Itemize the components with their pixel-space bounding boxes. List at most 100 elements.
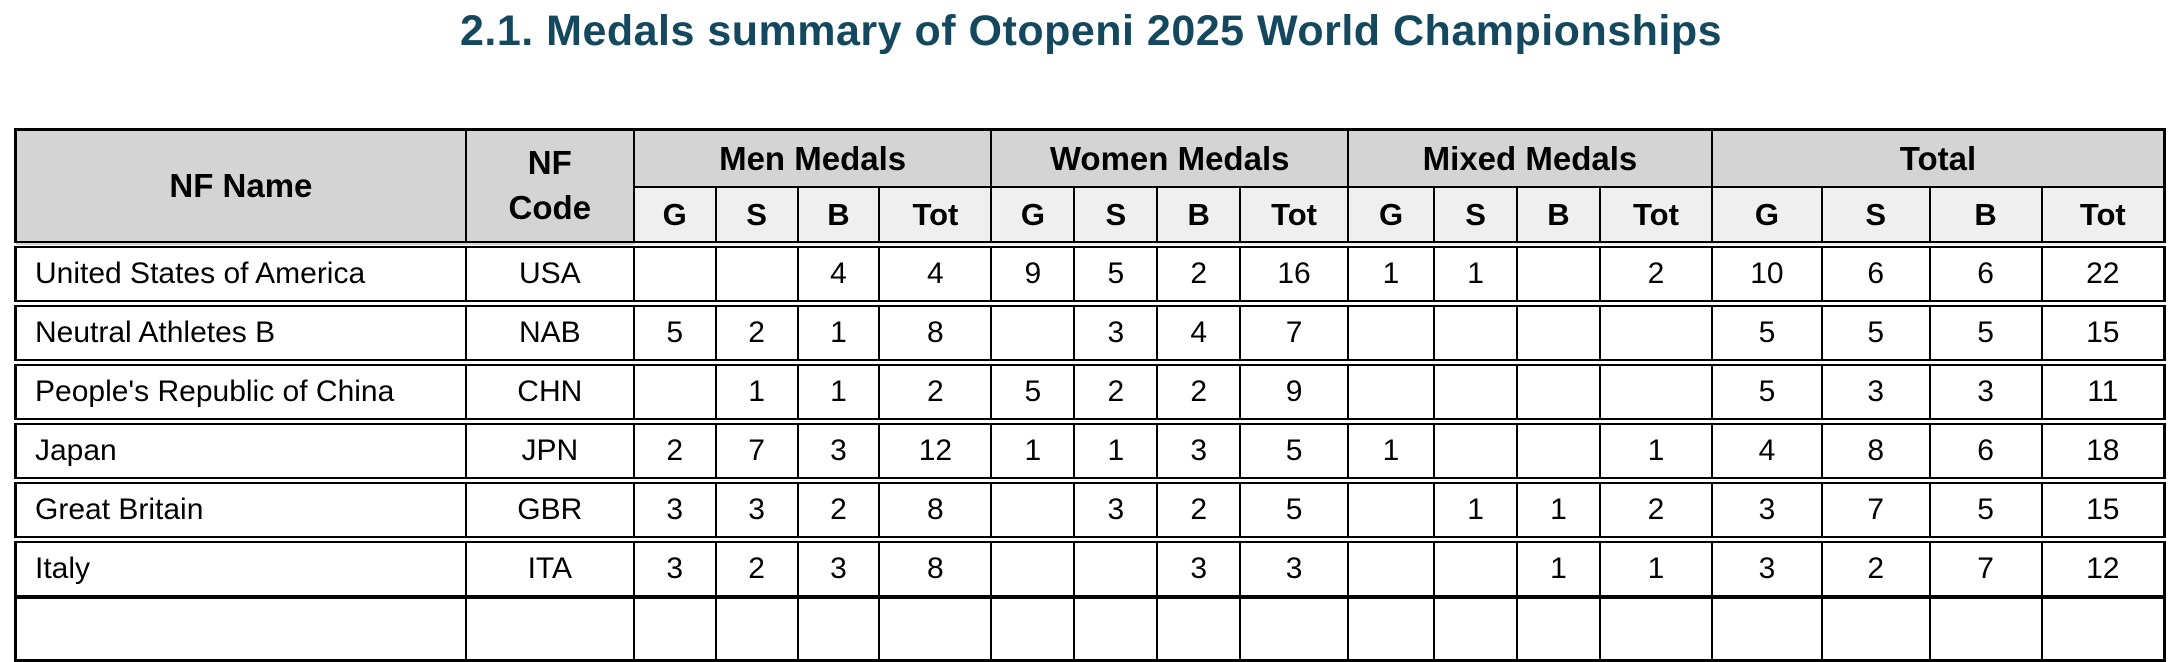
cell-women-g — [990, 536, 1076, 598]
table-body: United States of America USA 4 4 9 5 2 16 1 1 2 10 6… — [14, 241, 2166, 662]
subcol-header-women-tot: Tot — [1239, 186, 1349, 246]
cell-total-g: 3 — [1710, 536, 1823, 598]
cell-total-g: 3 — [1710, 477, 1823, 541]
cell-total-s: 6 — [1820, 241, 1931, 305]
cell-women-s: 3 — [1073, 477, 1159, 541]
cell-women-s — [1073, 536, 1159, 598]
cell-mixed-g: 1 — [1346, 418, 1436, 482]
cell-men-b: 2 — [796, 477, 881, 541]
subcol-header-total-b: B — [1928, 186, 2043, 246]
cell-total-s: 8 — [1820, 418, 1931, 482]
cell-men-g: 3 — [632, 536, 717, 598]
cell-empty — [14, 595, 467, 662]
cell-mixed-b: 1 — [1516, 477, 1601, 541]
cell-nf-name: United States of America — [14, 241, 467, 305]
cell-empty — [2040, 595, 2166, 662]
cell-mixed-tot — [1598, 300, 1713, 364]
cell-empty — [990, 595, 1076, 662]
table-header: NF Name NF Code Men Medals Women Medals … — [14, 128, 2166, 246]
cell-men-tot: 4 — [878, 241, 993, 305]
cell-total-tot: 15 — [2040, 300, 2166, 364]
cell-men-g — [632, 359, 717, 423]
subcol-header-men-b: B — [796, 186, 881, 246]
cell-women-tot: 9 — [1239, 359, 1349, 423]
table-row: Great Britain GBR 3 3 2 8 3 2 5 1 1 2 3 7 5 15 — [14, 477, 2166, 541]
cell-mixed-tot: 1 — [1598, 536, 1713, 598]
subcol-header-total-tot: Tot — [2040, 186, 2166, 246]
subcol-header-men-tot: Tot — [878, 186, 993, 246]
cell-total-tot: 15 — [2040, 477, 2166, 541]
subcol-header-mixed-b: B — [1516, 186, 1601, 246]
cell-empty — [714, 595, 799, 662]
cell-nf-name: Neutral Athletes B — [14, 300, 467, 364]
cell-total-b: 6 — [1928, 418, 2043, 482]
cell-empty — [1433, 595, 1519, 662]
cell-women-tot: 16 — [1239, 241, 1349, 305]
cell-women-s: 1 — [1073, 418, 1159, 482]
cell-empty — [878, 595, 993, 662]
cell-women-s: 2 — [1073, 359, 1159, 423]
cell-nf-code: NAB — [464, 300, 635, 364]
table-row: Neutral Athletes B NAB 5 2 1 8 3 4 7 5 5 5 15 — [14, 300, 2166, 364]
cell-empty — [632, 595, 717, 662]
cell-nf-code: JPN — [464, 418, 635, 482]
group-header-mixed-medals: Mixed Medals — [1346, 128, 1713, 188]
cell-men-s — [714, 241, 799, 305]
table-row-partial — [14, 595, 2166, 662]
subcol-header-women-b: B — [1156, 186, 1242, 246]
cell-nf-code: USA — [464, 241, 635, 305]
cell-men-g: 5 — [632, 300, 717, 364]
cell-mixed-s: 1 — [1433, 241, 1519, 305]
cell-empty — [1820, 595, 1931, 662]
cell-women-b: 3 — [1156, 418, 1242, 482]
cell-men-tot: 12 — [878, 418, 993, 482]
cell-men-g — [632, 241, 717, 305]
cell-nf-name: People's Republic of China — [14, 359, 467, 423]
cell-empty — [1156, 595, 1242, 662]
cell-mixed-s — [1433, 536, 1519, 598]
cell-women-b: 2 — [1156, 241, 1242, 305]
cell-women-g: 5 — [990, 359, 1076, 423]
cell-mixed-b — [1516, 241, 1601, 305]
medals-summary-table: NF Name NF Code Men Medals Women Medals … — [14, 128, 2166, 662]
cell-women-g — [990, 477, 1076, 541]
cell-nf-code: CHN — [464, 359, 635, 423]
cell-total-b: 3 — [1928, 359, 2043, 423]
cell-nf-name: Japan — [14, 418, 467, 482]
subcol-header-men-s: S — [714, 186, 799, 246]
table-row: People's Republic of China CHN 1 1 2 5 2 2 9 5 3 3 1… — [14, 359, 2166, 423]
cell-mixed-b — [1516, 359, 1601, 423]
cell-men-tot: 2 — [878, 359, 993, 423]
cell-empty — [1928, 595, 2043, 662]
col-header-nf-code-label: NF Code — [508, 144, 592, 226]
cell-total-b: 5 — [1928, 477, 2043, 541]
cell-women-b: 4 — [1156, 300, 1242, 364]
subcol-header-women-g: G — [990, 186, 1076, 246]
cell-nf-code: ITA — [464, 536, 635, 598]
subcol-header-mixed-s: S — [1433, 186, 1519, 246]
cell-empty — [1239, 595, 1349, 662]
cell-total-s: 7 — [1820, 477, 1931, 541]
cell-empty — [464, 595, 635, 662]
cell-total-g: 10 — [1710, 241, 1823, 305]
cell-mixed-g — [1346, 359, 1436, 423]
cell-mixed-tot — [1598, 359, 1713, 423]
cell-total-g: 4 — [1710, 418, 1823, 482]
cell-empty — [1346, 595, 1436, 662]
subcol-header-total-g: G — [1710, 186, 1823, 246]
cell-men-s: 2 — [714, 300, 799, 364]
cell-mixed-s — [1433, 300, 1519, 364]
cell-mixed-s — [1433, 418, 1519, 482]
cell-women-g: 1 — [990, 418, 1076, 482]
cell-total-s: 3 — [1820, 359, 1931, 423]
cell-men-g: 3 — [632, 477, 717, 541]
cell-mixed-s: 1 — [1433, 477, 1519, 541]
cell-mixed-b — [1516, 418, 1601, 482]
cell-women-g — [990, 300, 1076, 364]
cell-mixed-tot: 2 — [1598, 477, 1713, 541]
cell-women-b: 2 — [1156, 477, 1242, 541]
cell-women-tot: 5 — [1239, 418, 1349, 482]
subcol-header-mixed-g: G — [1346, 186, 1436, 246]
cell-men-s: 3 — [714, 477, 799, 541]
cell-mixed-g: 1 — [1346, 241, 1436, 305]
